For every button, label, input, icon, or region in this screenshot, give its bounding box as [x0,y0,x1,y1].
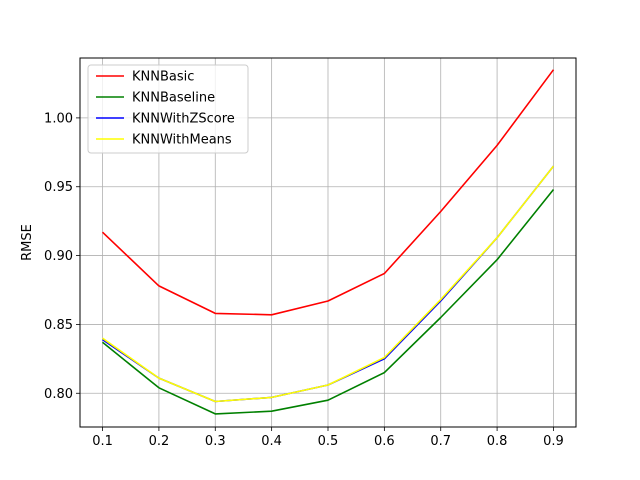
x-tick-label: 0.7 [430,434,451,449]
x-tick-label: 0.3 [205,434,226,449]
legend-label: KNNBaseline [132,91,215,106]
y-tick-label: 0.85 [44,318,73,333]
x-tick-label: 0.4 [261,434,282,449]
y-tick-label: 0.80 [44,387,73,402]
legend-box [87,64,249,154]
y-axis-ticks: 0.80 0.85 0.90 0.95 1.00 [44,111,80,402]
legend: KNNBasic KNNBaseline KNNWithZScore KNNWithM… [87,64,249,154]
y-axis-label: RMSE [20,224,35,261]
legend-label: KNNWithMeans [132,133,232,148]
x-axis-ticks: 0.1 0.2 0.3 0.4 0.5 0.6 0.7 0.8 0.9 [92,427,564,449]
grid [80,58,576,427]
series-line-knnwithmeans [102,165,555,403]
y-tick-label: 0.95 [44,180,73,195]
y-tick-label: 1.00 [44,111,73,126]
x-tick-label: 0.2 [149,434,170,449]
x-tick-label: 0.8 [487,434,508,449]
x-tick-label: 0.6 [374,434,395,449]
y-tick-label: 0.90 [44,249,73,264]
x-tick-label: 0.9 [543,434,564,449]
x-tick-label: 0.1 [92,434,113,449]
series-line-knnbasic [101,69,555,316]
legend-label: KNNWithZScore [132,112,235,127]
series-lines [101,69,555,415]
series-line-knnbaseline [101,188,555,415]
legend-label: KNNBasic [132,70,194,85]
x-tick-label: 0.5 [318,434,339,449]
